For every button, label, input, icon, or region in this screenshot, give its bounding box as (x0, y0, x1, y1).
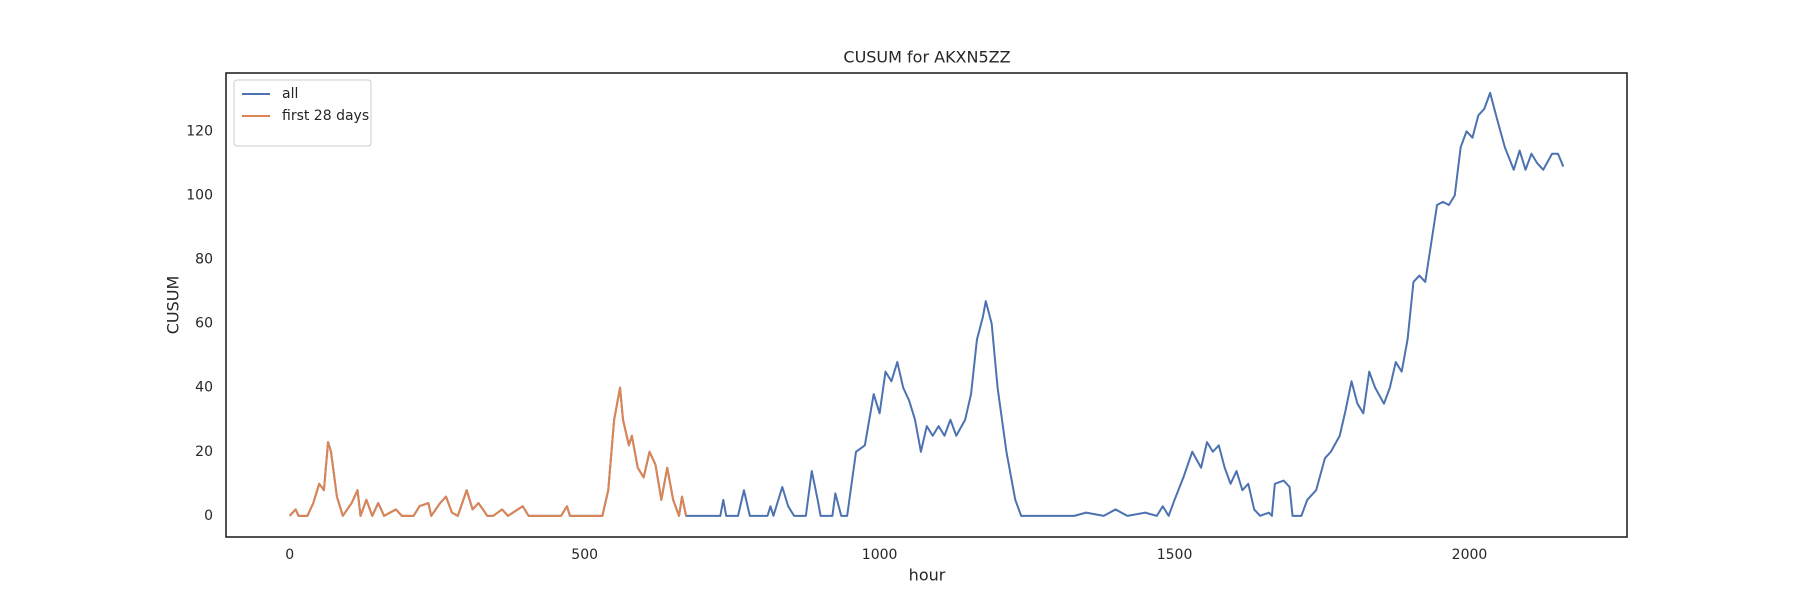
x-tick-label: 1500 (1157, 547, 1193, 563)
x-axis-label: hour (909, 566, 946, 585)
y-tick-label: 60 (195, 316, 213, 332)
y-tick-label: 20 (195, 444, 213, 460)
y-tick-label: 40 (195, 380, 213, 396)
series-line (288, 91, 1565, 517)
y-axis-label: CUSUM (164, 276, 183, 335)
legend-box (233, 79, 372, 147)
y-tick-label: 120 (186, 123, 213, 139)
legend-label: first 28 days (282, 108, 369, 124)
chart-title: CUSUM for AKXN5ZZ (843, 48, 1010, 67)
x-tick-label: 1000 (862, 547, 898, 563)
plot-frame (225, 72, 1628, 538)
y-tick-label: 0 (204, 508, 213, 524)
x-tick-label: 0 (285, 547, 294, 563)
x-tick-label: 500 (571, 547, 598, 563)
series-line (288, 386, 688, 517)
x-tick-label: 2000 (1452, 547, 1488, 563)
y-tick-label: 80 (195, 251, 213, 267)
y-tick-label: 100 (186, 187, 213, 203)
legend-label: all (282, 86, 298, 102)
